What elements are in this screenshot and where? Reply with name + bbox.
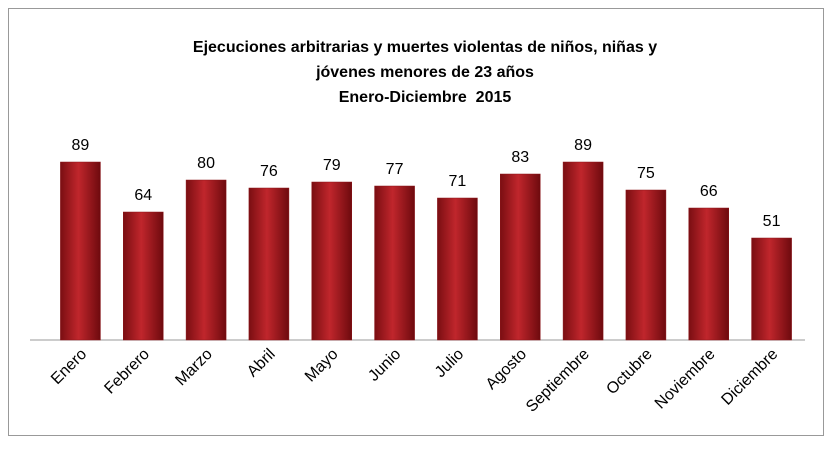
- bar: [437, 197, 478, 341]
- chart-frame: [8, 8, 824, 436]
- data-label: 76: [260, 163, 278, 180]
- data-label: 64: [134, 187, 152, 204]
- x-tick-label: Marzo: [172, 346, 216, 390]
- chart-subtitle: Enero-Diciembre 2015: [338, 89, 512, 106]
- x-tick-label: Diciembre: [718, 346, 781, 409]
- x-tick-label: Enero: [48, 346, 90, 388]
- chart-title: Ejecuciones arbitrarias y muertes violen…: [192, 39, 658, 81]
- x-tick-label: Septiembre: [523, 346, 593, 416]
- data-label: 83: [511, 149, 529, 166]
- data-label: 66: [700, 183, 718, 200]
- bar: [562, 161, 604, 341]
- x-tick-label: Febrero: [101, 346, 153, 398]
- data-label: 77: [386, 161, 404, 178]
- bar: [311, 181, 352, 341]
- data-label: 71: [449, 173, 467, 190]
- bar: [123, 211, 164, 341]
- bar: [60, 161, 101, 341]
- x-tick-label: Abril: [244, 346, 279, 381]
- data-label: 75: [637, 165, 655, 182]
- bar: [688, 207, 729, 341]
- bar: [625, 189, 667, 341]
- data-label: 51: [763, 213, 781, 230]
- data-label: 89: [72, 137, 90, 154]
- data-label: 79: [323, 157, 341, 174]
- x-tick-label: Octubre: [603, 346, 655, 398]
- x-tick-label: Julio: [432, 346, 467, 381]
- x-tick-label: Junio: [365, 346, 404, 385]
- bar: [185, 179, 227, 341]
- bar: [500, 173, 541, 341]
- x-tick-label: Mayo: [302, 346, 342, 386]
- bar: [248, 187, 290, 341]
- x-tick-label: Noviembre: [652, 346, 719, 413]
- bar: [374, 185, 415, 341]
- data-label: 80: [197, 155, 215, 172]
- bar: [751, 237, 792, 341]
- data-label: 89: [574, 137, 592, 154]
- x-tick-label: Agosto: [483, 346, 530, 393]
